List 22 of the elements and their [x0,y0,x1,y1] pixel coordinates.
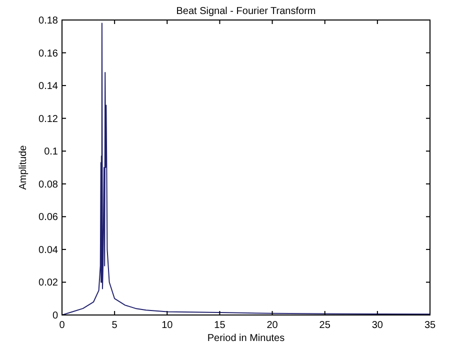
x-axis-title: Period in Minutes [207,333,285,344]
y-tick-label: 0.18 [38,16,58,26]
x-tick-label: 30 [372,320,384,331]
x-tick-label: 10 [162,320,174,331]
line-series [62,22,430,316]
y-tick-label: 0.12 [38,114,58,125]
x-tick-label: 20 [266,320,278,331]
y-tick-label: 0.16 [38,48,58,60]
x-tick-label: 0 [59,320,66,331]
y-tick-label: 0.14 [38,81,58,92]
y-tick-label: 0.02 [38,278,58,289]
x-tick-label: 15 [214,320,226,331]
chart-title: Beat Signal - Fourier Transform [176,6,316,17]
x-tick-label: 5 [112,320,118,331]
y-tick-label: 0.08 [38,179,58,190]
x-tick-label: 35 [424,320,436,331]
y-tick-label: 0.06 [38,212,58,224]
y-tick-label: 0.04 [38,244,58,256]
y-axis-title: Amplitude [18,144,29,190]
y-tick-label: 0.1 [44,146,58,158]
y-tick-label: 0 [52,310,58,322]
x-tick-label: 25 [319,320,331,331]
